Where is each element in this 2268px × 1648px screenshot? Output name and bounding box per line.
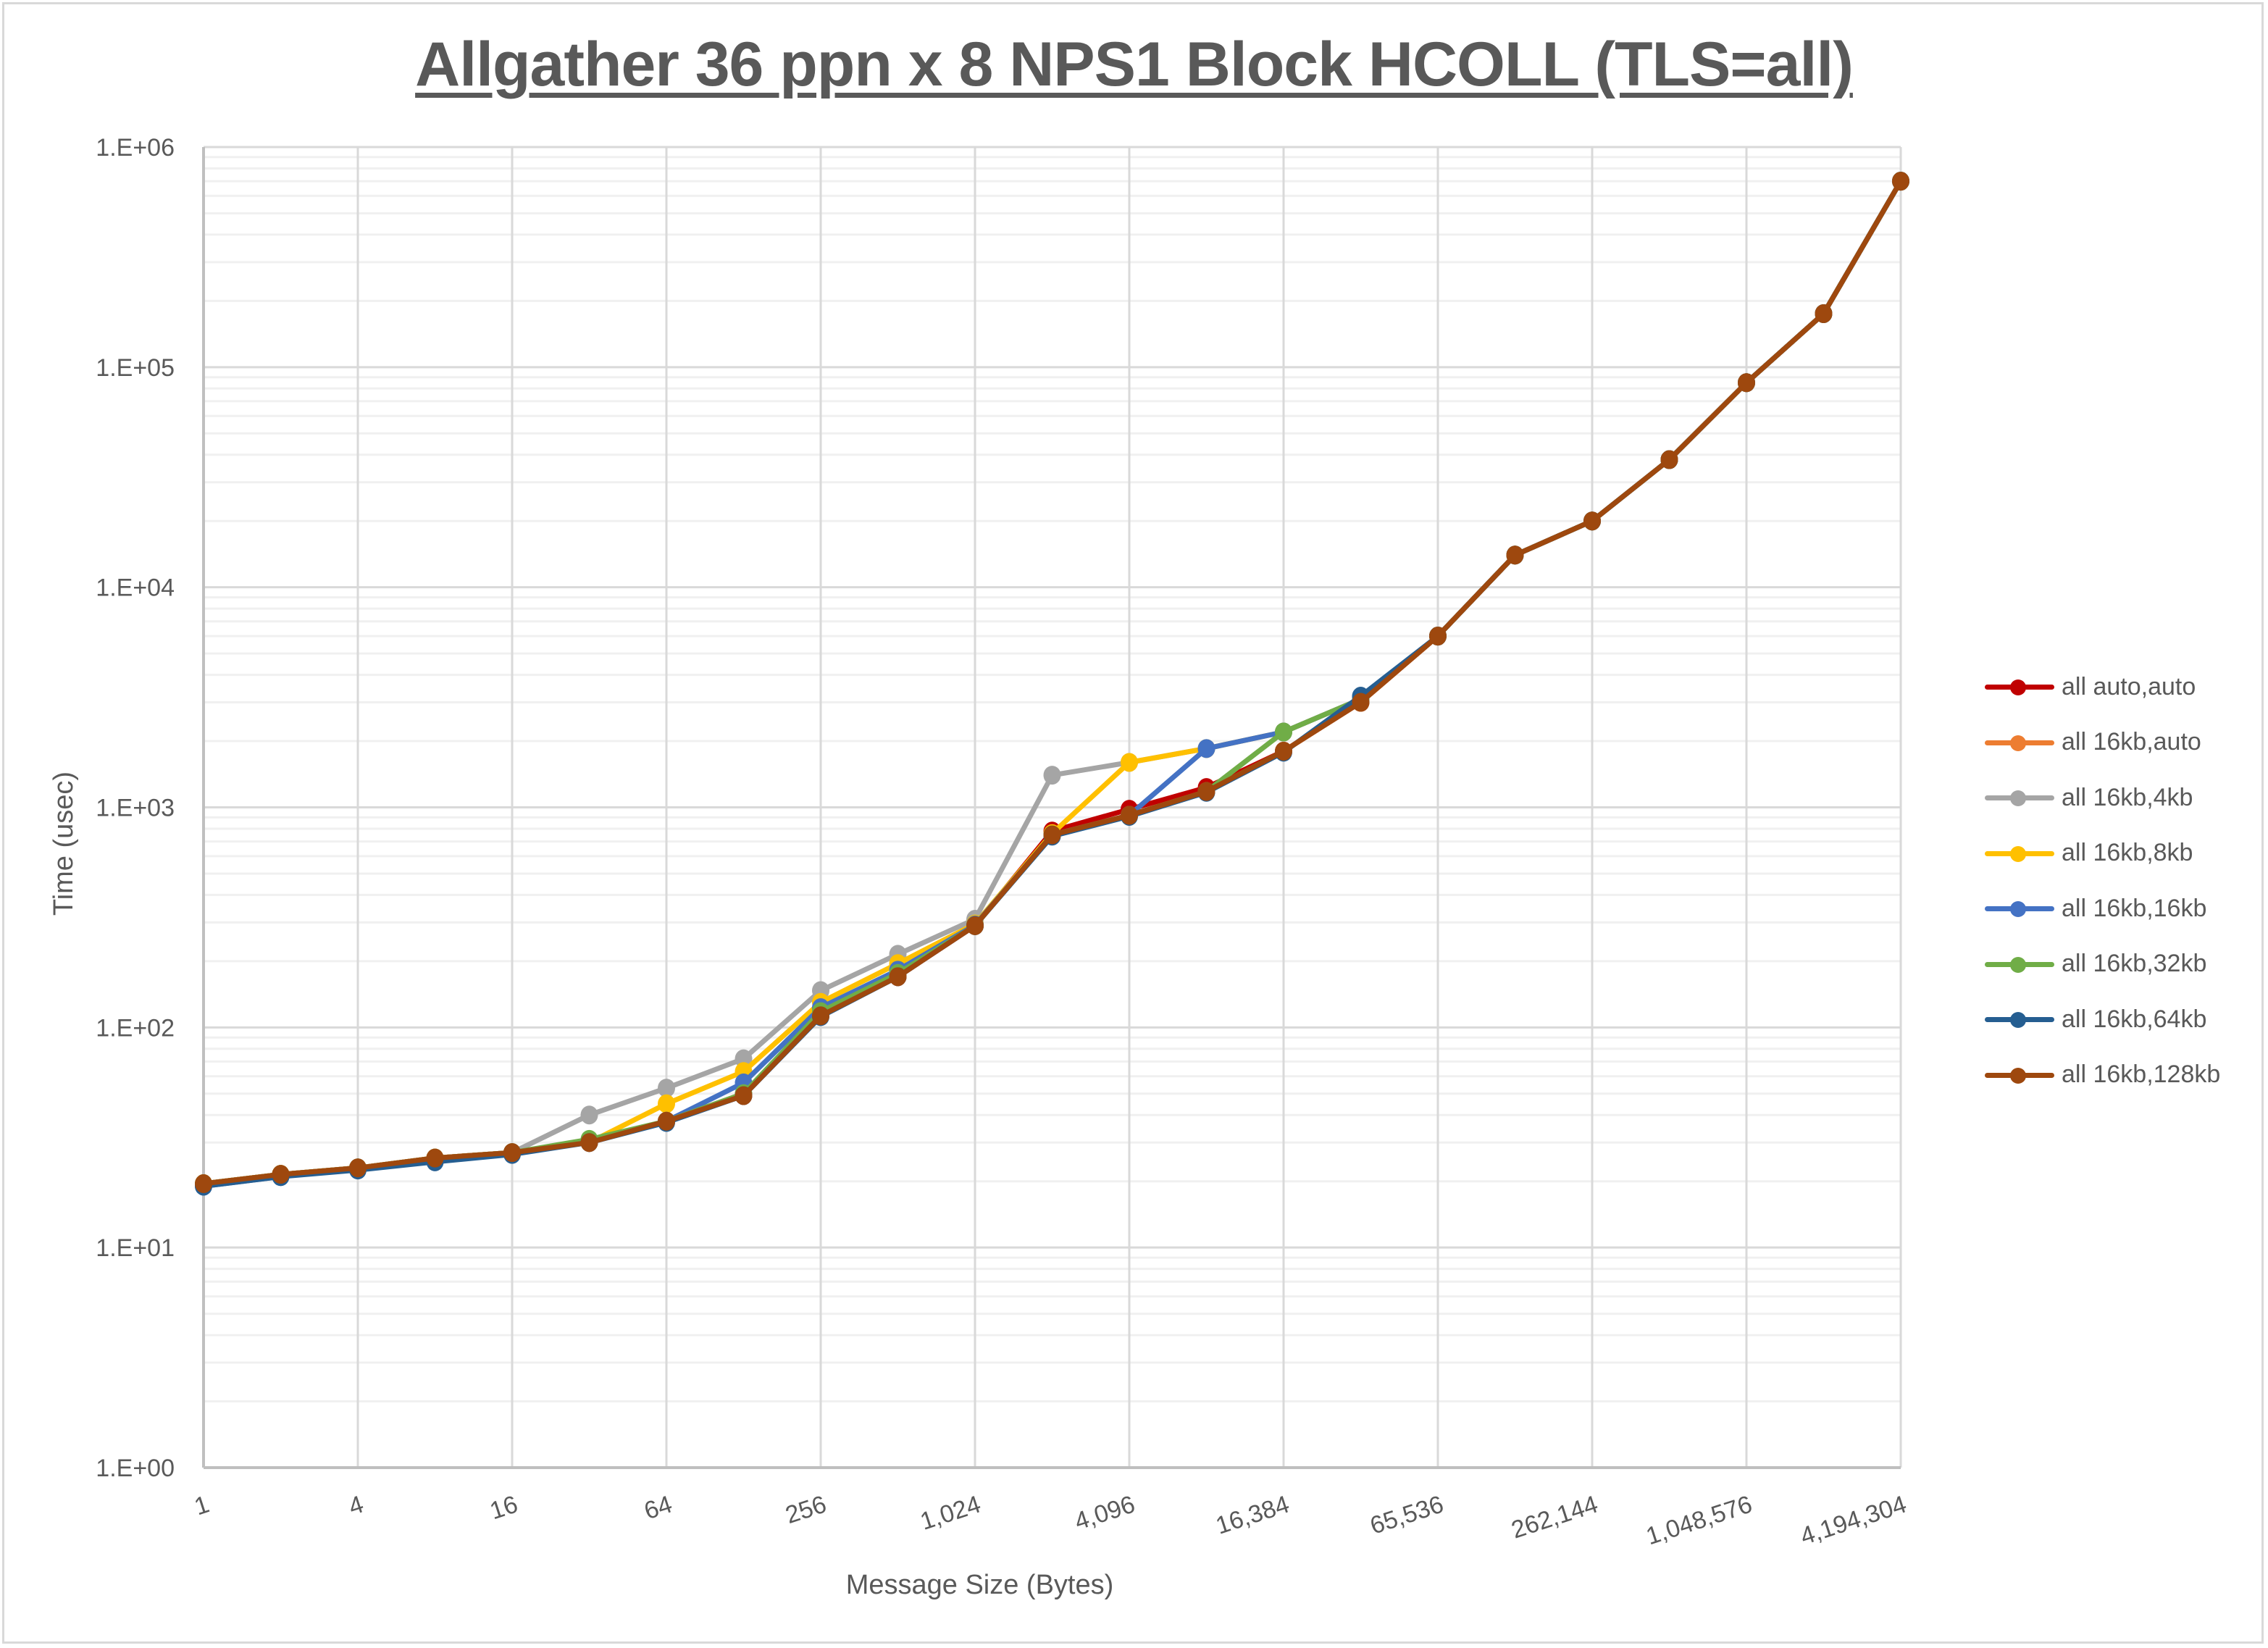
y-tick-label: 1.E+06 (96, 134, 175, 162)
legend-item[interactable]: all 16kb,32kb (1985, 937, 2220, 992)
data-point-marker (658, 1079, 675, 1098)
x-tick-label: 16,384 (1213, 1490, 1293, 1539)
legend-swatch-icon (1985, 1064, 2054, 1086)
legend-item[interactable]: all 16kb,4kb (1985, 770, 2220, 826)
data-point-marker (658, 1111, 675, 1131)
data-point-marker (580, 1133, 598, 1153)
series-line (203, 180, 1904, 1189)
legend-swatch-icon (1985, 732, 2054, 753)
x-tick-label: 1,024 (917, 1490, 984, 1535)
y-tick-label: 1.E+04 (96, 574, 175, 602)
y-tick-label: 1.E+00 (96, 1455, 175, 1482)
legend-item[interactable]: all 16kb,64kb (1985, 992, 2220, 1047)
legend-item[interactable]: all 16kb,8kb (1985, 826, 2220, 882)
legend-item[interactable]: all 16kb,auto (1985, 715, 2220, 771)
data-point-marker (1043, 825, 1061, 845)
x-tick-label: 16 (487, 1490, 522, 1525)
series-line (203, 180, 1904, 1187)
series-line (203, 180, 1904, 1187)
x-tick-label: 4,194,304 (1797, 1490, 1910, 1550)
data-point-marker (1275, 741, 1292, 761)
data-point-marker (1121, 753, 1138, 772)
legend-swatch-icon (1985, 787, 2054, 808)
legend: all auto,auto all 16kb,auto all 16kb,4kb… (1985, 659, 2220, 1103)
data-point-marker (735, 1086, 753, 1105)
legend-item[interactable]: all 16kb,16kb (1985, 881, 2220, 937)
data-point-marker (1583, 511, 1601, 531)
data-point-marker (658, 1094, 675, 1113)
series-line (203, 180, 1904, 1187)
legend-swatch-icon (1985, 898, 2054, 919)
series-line (203, 180, 1904, 1187)
legend-swatch-icon (1985, 953, 2054, 975)
legend-item[interactable]: all auto,auto (1985, 659, 2220, 715)
x-tick-label: 262,144 (1508, 1490, 1602, 1544)
data-point-marker (1738, 373, 1755, 393)
data-point-marker (812, 1006, 829, 1026)
legend-swatch-icon (1985, 842, 2054, 864)
y-tick-label: 1.E+05 (96, 354, 175, 382)
data-point-marker (1121, 806, 1138, 825)
legend-swatch-icon (1985, 1008, 2054, 1030)
x-tick-label: 1 (191, 1490, 213, 1521)
data-point-marker (1892, 172, 1909, 191)
x-tick-label: 4,096 (1071, 1490, 1139, 1535)
data-point-marker (1429, 627, 1447, 646)
series-line (203, 180, 1904, 1187)
data-point-marker (889, 967, 907, 987)
data-point-marker (503, 1143, 521, 1163)
y-tick-label: 1.E+02 (96, 1014, 175, 1042)
x-tick-label: 65,536 (1367, 1490, 1447, 1539)
x-tick-label: 4 (346, 1490, 367, 1521)
legend-item[interactable]: all 16kb,128kb (1985, 1047, 2220, 1103)
data-point-marker (195, 1174, 212, 1194)
x-tick-label: 1,048,576 (1643, 1490, 1756, 1550)
data-point-marker (1506, 545, 1524, 565)
data-point-marker (1043, 766, 1061, 785)
y-axis-title: Time (usec) (49, 771, 79, 916)
data-point-marker (966, 916, 984, 935)
chart-title: Allgather 36 ppn x 8 NPS1 Block HCOLL (T… (415, 30, 1854, 99)
y-tick-label: 1.E+01 (96, 1234, 175, 1262)
data-point-marker (580, 1105, 598, 1125)
x-tick-label: 64 (641, 1490, 676, 1525)
data-point-marker (349, 1158, 367, 1178)
series-line (203, 180, 1904, 1187)
series-line (203, 180, 1904, 1189)
data-point-marker (426, 1148, 444, 1168)
legend-swatch-icon (1985, 676, 2054, 698)
data-point-marker (1197, 739, 1215, 758)
x-axis-title: Message Size (Bytes) (846, 1570, 1114, 1600)
data-point-marker (272, 1165, 290, 1184)
x-tick-label: 256 (782, 1490, 830, 1529)
data-point-marker (1815, 304, 1833, 323)
data-point-marker (1197, 782, 1215, 801)
data-point-marker (1660, 450, 1678, 469)
y-tick-label: 1.E+03 (96, 795, 175, 822)
data-point-marker (1275, 722, 1292, 742)
data-point-marker (1352, 693, 1370, 712)
